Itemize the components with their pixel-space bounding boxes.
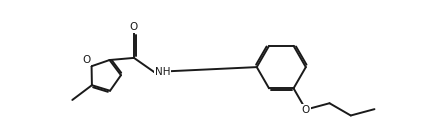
Text: O: O	[82, 55, 90, 65]
Text: O: O	[130, 22, 138, 32]
Text: NH: NH	[155, 67, 170, 77]
Text: O: O	[302, 105, 310, 115]
